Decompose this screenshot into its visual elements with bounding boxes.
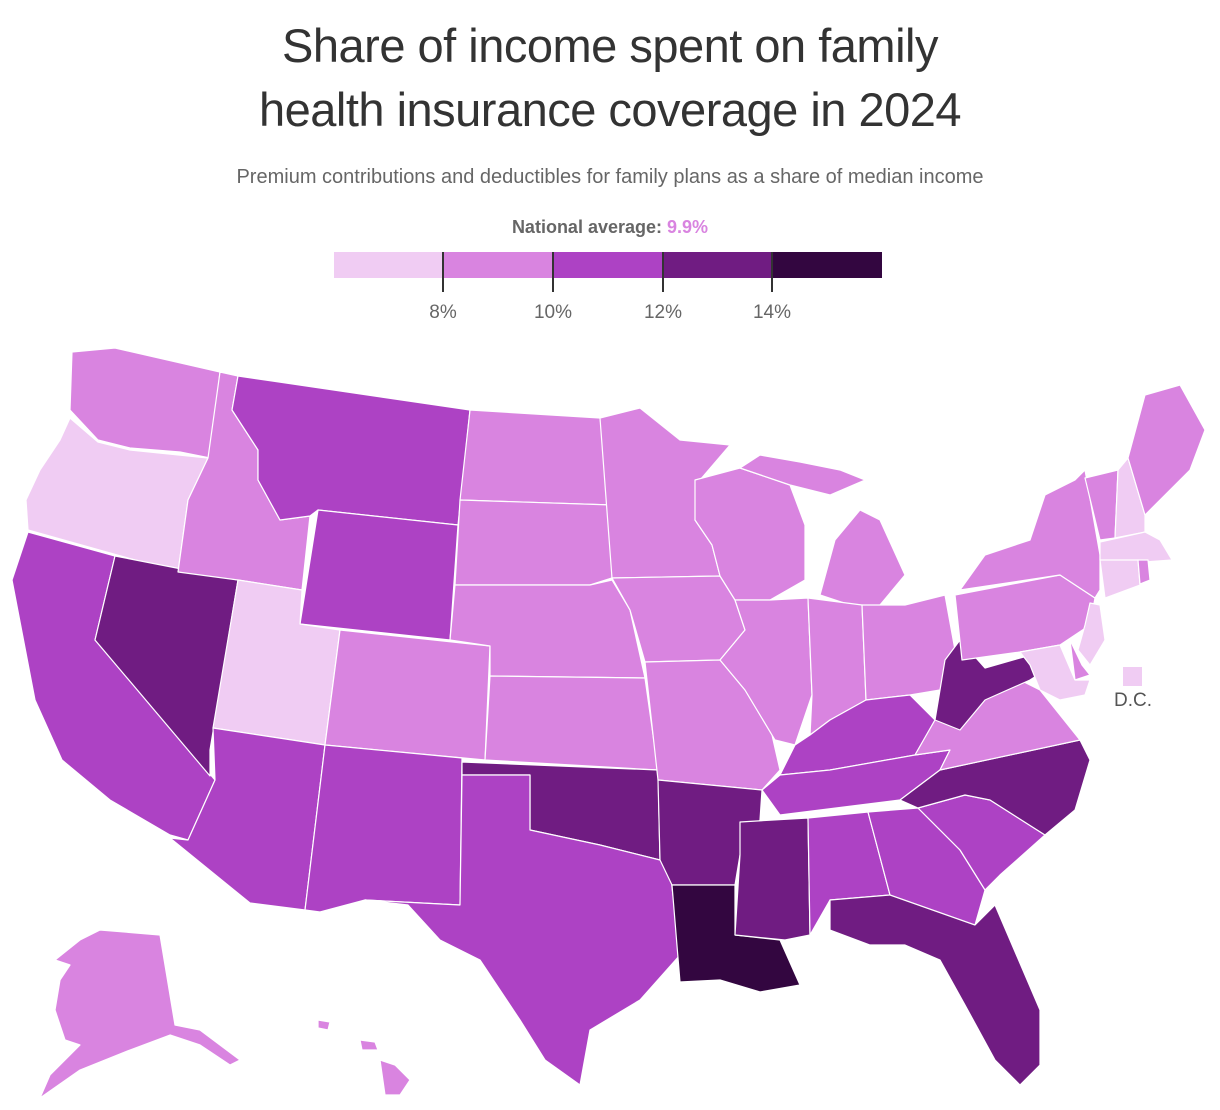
state-WY[interactable] bbox=[299, 509, 459, 641]
state-AR[interactable] bbox=[657, 779, 763, 886]
legend-tick-label: 12% bbox=[643, 302, 683, 323]
legend-tick bbox=[662, 252, 664, 292]
state-MD[interactable] bbox=[1019, 644, 1091, 701]
state-LA[interactable] bbox=[671, 884, 801, 993]
legend-bin-3 bbox=[553, 252, 663, 278]
state-NY[interactable] bbox=[959, 469, 1101, 599]
national-average-label: National average: bbox=[511, 217, 662, 237]
state-NH[interactable] bbox=[1114, 457, 1146, 539]
title-line-1: Share of income spent on family bbox=[282, 19, 938, 72]
dc-marker[interactable] bbox=[1123, 667, 1142, 686]
legend-tick bbox=[442, 252, 444, 292]
state-SD[interactable] bbox=[454, 499, 613, 586]
state-FL[interactable] bbox=[829, 894, 1041, 1086]
legend-bin-5 bbox=[772, 252, 882, 278]
state-MS[interactable] bbox=[734, 817, 811, 941]
state-WA[interactable] bbox=[69, 347, 221, 459]
chart-title: Share of income spent on family health i… bbox=[0, 14, 1220, 142]
state-DE[interactable] bbox=[1069, 639, 1091, 681]
title-line-2: health insurance coverage in 2024 bbox=[258, 83, 962, 136]
state-NM[interactable] bbox=[304, 744, 463, 913]
state-CO[interactable] bbox=[324, 629, 491, 761]
legend-tick bbox=[771, 252, 773, 292]
legend-tick-label: 8% bbox=[429, 302, 457, 323]
state-RI[interactable] bbox=[1137, 559, 1151, 585]
legend-bin-1 bbox=[334, 252, 444, 278]
state-NJ[interactable] bbox=[1077, 602, 1106, 666]
chart-subtitle: Premium contributions and deductibles fo… bbox=[236, 166, 984, 188]
state-TX[interactable] bbox=[364, 774, 681, 1086]
dc-label: D.C. bbox=[1114, 690, 1152, 711]
national-average-value: 9.9% bbox=[667, 217, 709, 237]
state-HI-oahu[interactable] bbox=[317, 1019, 331, 1031]
legend-bin-2 bbox=[443, 252, 554, 278]
state-CT[interactable] bbox=[1099, 559, 1141, 599]
state-KS[interactable] bbox=[484, 675, 659, 771]
state-AK[interactable] bbox=[39, 929, 241, 1099]
national-average: National average: 9.9% bbox=[0, 217, 1220, 238]
legend-bin-4 bbox=[662, 252, 773, 278]
legend-tick-label: 10% bbox=[533, 302, 573, 323]
legend-tick bbox=[552, 252, 554, 292]
legend-tick-label: 14% bbox=[752, 302, 792, 323]
color-legend bbox=[334, 252, 882, 278]
state-ME[interactable] bbox=[1127, 384, 1206, 516]
state-IL[interactable] bbox=[719, 597, 813, 746]
state-HI-maui[interactable] bbox=[359, 1039, 379, 1051]
state-HI[interactable] bbox=[379, 1059, 411, 1096]
state-MI[interactable] bbox=[819, 509, 906, 611]
state-MI-UP[interactable] bbox=[739, 454, 866, 496]
state-ND[interactable] bbox=[459, 409, 613, 506]
